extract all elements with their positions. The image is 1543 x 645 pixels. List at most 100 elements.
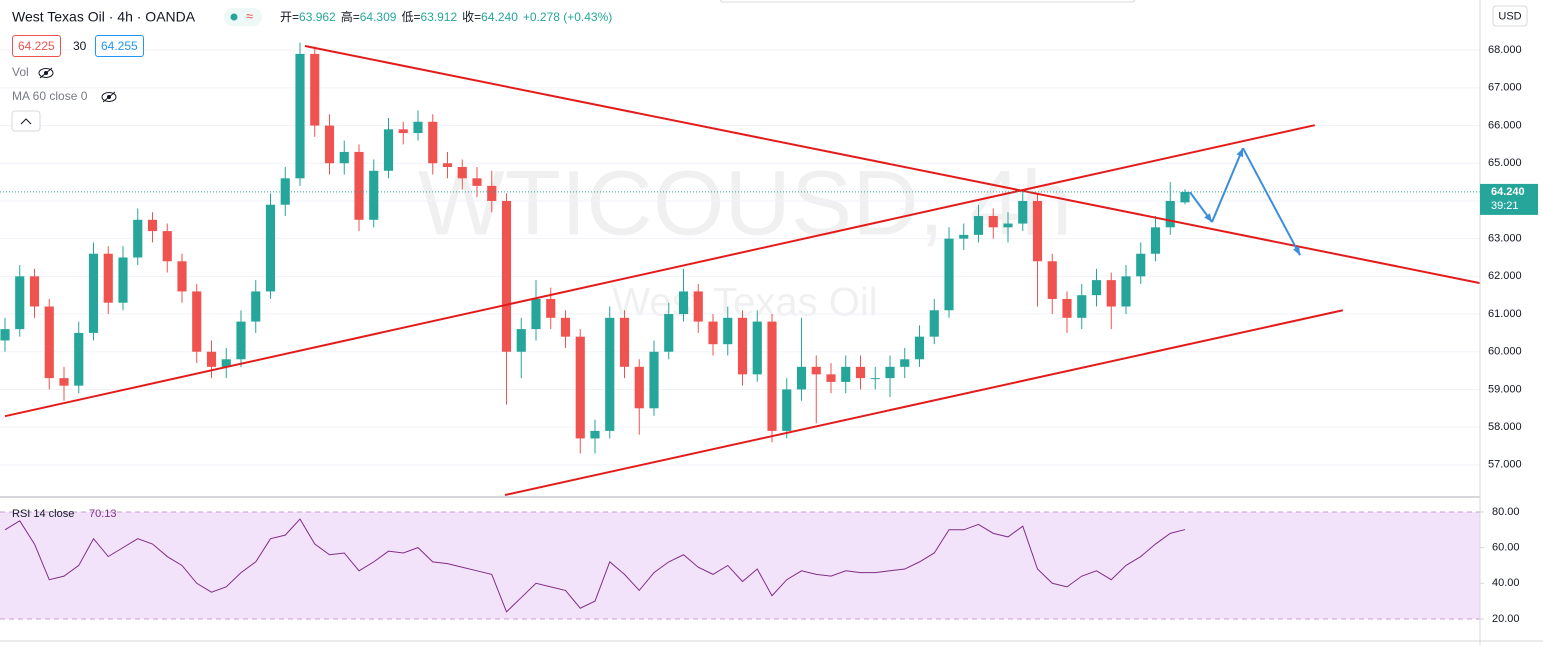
candle-body (1150, 227, 1161, 254)
ohlc-value: 64.240 (481, 10, 518, 24)
plot (0, 42, 1481, 613)
candle-body (162, 231, 172, 262)
watermark-sub: West Texas Oil (612, 281, 877, 325)
candle-body (693, 291, 703, 322)
candle-body (737, 317, 748, 375)
candle-body (575, 336, 585, 439)
ohlc-label: 收= (462, 10, 481, 24)
last-price-label: 64.240 (1491, 186, 1525, 198)
ma-legend[interactable]: MA 60 close 0 (12, 89, 88, 103)
y-tick-label: 68.000 (1488, 44, 1522, 56)
candle-body (1077, 295, 1087, 318)
candle-body (973, 216, 984, 235)
candle-body (1003, 223, 1013, 228)
candle-body (1121, 276, 1131, 307)
vol-legend[interactable]: Vol (12, 65, 29, 79)
candle-body (1018, 200, 1028, 224)
rsi-legend[interactable]: RSI 14 close (12, 508, 74, 520)
candle-body (1180, 191, 1190, 203)
symbol-title[interactable]: West Texas Oil · 4h · OANDA (12, 9, 196, 25)
candle-body (546, 298, 556, 318)
y-tick-label: 65.000 (1488, 157, 1522, 169)
candle-body (265, 204, 276, 292)
y-tick-label: 67.000 (1488, 82, 1522, 94)
ohlc-label: 高= (341, 9, 360, 24)
candle-body (929, 310, 939, 337)
arrow-head (1293, 246, 1301, 256)
y-tick-label: 59.000 (1488, 383, 1522, 395)
candle-body (29, 276, 40, 307)
ohlc-change: +0.278 (+0.43%) (523, 10, 612, 24)
ohlc-value: 63.912 (420, 10, 457, 24)
candle-body (442, 163, 453, 168)
candle-body (1136, 253, 1146, 277)
candle-body (383, 129, 394, 171)
arrow-head (1236, 148, 1243, 158)
candle-body (959, 234, 969, 239)
candle-body (487, 185, 497, 201)
rsi-line (4, 518, 1186, 613)
delay-icon: ≈ (246, 8, 253, 23)
candle-body (811, 366, 821, 375)
candle-body (324, 125, 335, 164)
candle-body (88, 253, 99, 333)
y-tick-label: 63.000 (1488, 233, 1522, 245)
collapse-button[interactable] (11, 110, 41, 132)
hide-icon[interactable] (101, 91, 117, 103)
candle-body (133, 219, 143, 258)
y-tick-label: 66.000 (1488, 119, 1522, 131)
candle-body (103, 253, 113, 303)
candle-body (44, 306, 54, 379)
candle-body (678, 291, 689, 315)
candle-body (221, 359, 231, 367)
arrow-head (1204, 213, 1212, 223)
hide-icon[interactable] (38, 67, 54, 79)
ohlc-value: 64.309 (360, 10, 397, 24)
forecast-arrow (1242, 147, 1301, 256)
trend-line (304, 45, 1481, 285)
collapse-icon (20, 118, 32, 125)
sell-price[interactable]: 64.225 (12, 35, 61, 57)
ohlc-legend: 开=63.962 高=64.309 低=63.912 收=64.240 +0.278 (… (280, 9, 612, 24)
candle-body (369, 170, 379, 220)
candle-body (796, 366, 807, 390)
candle-body (206, 351, 217, 367)
buy-price[interactable]: 64.255 (95, 35, 144, 57)
candle-body (147, 219, 158, 232)
candle-body (1062, 298, 1072, 318)
y-tick-label: 20.00 (1492, 613, 1520, 625)
candle-body (752, 321, 762, 375)
candle-body (900, 359, 910, 367)
candle-body (1165, 200, 1175, 228)
candle-body (1047, 261, 1057, 299)
candle-body (767, 321, 777, 431)
candle-body (988, 216, 998, 228)
trend-line (4, 124, 1316, 418)
rsi-value: 70.13 (89, 508, 117, 520)
countdown-label: 39:21 (1491, 200, 1519, 212)
popup-edge (719, 0, 1136, 3)
candle-body (1032, 200, 1043, 262)
candle-body (74, 332, 84, 386)
y-tick-label: 60.00 (1492, 542, 1520, 554)
candle-body (59, 378, 69, 386)
candle-body (826, 374, 836, 382)
candle-body (1106, 280, 1116, 307)
candle-body (605, 317, 615, 431)
status-pill (224, 8, 262, 26)
candle-body (192, 291, 202, 352)
spread: 30 (73, 36, 87, 56)
y-tick-label: 60.000 (1488, 346, 1522, 358)
y-tick-label: 62.000 (1488, 270, 1522, 282)
currency-button[interactable] (1492, 5, 1528, 27)
candle-body (664, 314, 674, 352)
forecast-arrow (1211, 147, 1244, 223)
currency: USD (1498, 10, 1521, 22)
candle-body (516, 329, 526, 352)
candle-body (236, 321, 246, 360)
last-price-box (1480, 183, 1538, 215)
candle-body (251, 291, 261, 322)
candle-body (649, 351, 659, 409)
y-tick-label: 40.00 (1492, 577, 1520, 589)
